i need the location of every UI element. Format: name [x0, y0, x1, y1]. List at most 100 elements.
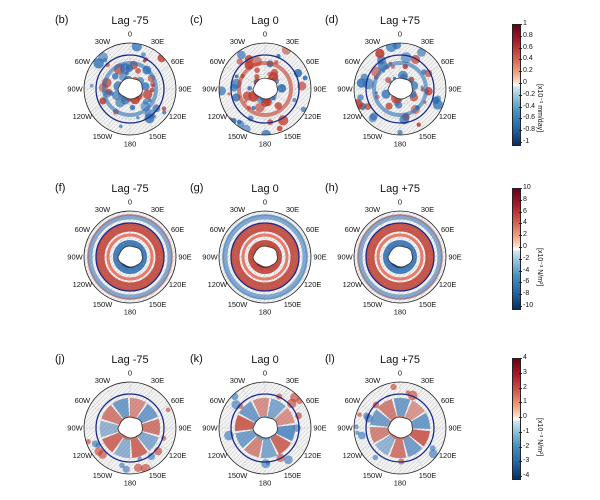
longitude-label: 180: [259, 479, 272, 488]
longitude-label: 30W: [365, 37, 381, 46]
longitude-label: 0: [128, 198, 132, 207]
map-panel: (g) Lag 0 0 30E 60E 90E 120E 150E 180 150W 120W 90W…: [190, 182, 340, 322]
longitude-label: 120W: [343, 280, 364, 289]
longitude-label: 90E: [313, 424, 326, 433]
map-panel: (d) Lag +75 0 30E 60E 90E 120E 150E 180 150W 120W 9…: [325, 14, 475, 154]
antarctica-coastline: [252, 416, 278, 439]
longitude-label: 60E: [441, 225, 454, 234]
longitude-label: 90E: [448, 253, 461, 262]
longitude-label: 0: [263, 198, 267, 207]
panel-letter: (h): [325, 182, 339, 194]
map-panel: (h) Lag +75 0 30E 60E 90E 120E 150E 180 150W 120W 9…: [325, 182, 475, 322]
longitude-label: 60E: [171, 57, 184, 66]
panel-lag-title: Lag 0: [251, 15, 279, 27]
map-panel: (c) Lag 0 0 30E 60E 90E 120E 150E 180 150W 120W 90W…: [190, 14, 340, 154]
longitude-label: 150W: [93, 132, 114, 141]
colorbar-tick-label: -0.8: [518, 126, 536, 134]
longitude-label: 180: [124, 308, 137, 317]
longitude-label: 120W: [73, 112, 94, 121]
polar-stereographic-map: 0 30E 60E 90E 120E 150E 180 150W 120W 90W 60W 30W: [337, 369, 461, 488]
longitude-label: 120E: [304, 112, 322, 121]
longitude-label: 180: [394, 308, 407, 317]
longitude-label: 150W: [363, 300, 384, 309]
panel-letter: (d): [325, 14, 339, 26]
longitude-label: 60W: [210, 396, 226, 405]
colorbar-tick-label: 1: [519, 20, 527, 27]
colorbar-tick-label: 8: [519, 195, 527, 203]
longitude-label: 180: [124, 479, 137, 488]
map-panel: (b) Lag -75 0 30E 60E 90E 120E 150E 180 150W 120W 9…: [55, 14, 205, 154]
map-field: [354, 43, 446, 135]
longitude-label: 60W: [210, 57, 226, 66]
colorbar-tick-label: -10: [518, 302, 534, 309]
longitude-label: 60E: [306, 57, 319, 66]
longitude-label: 150W: [363, 471, 384, 480]
longitude-label: 60E: [306, 396, 319, 405]
map-field: [84, 382, 176, 474]
map-field: [219, 211, 311, 303]
colorbar-tick-label: 4: [519, 354, 527, 361]
antarctica-coastline: [387, 77, 413, 100]
colorbar-tick-label: -8: [518, 290, 530, 298]
longitude-label: 120W: [73, 280, 94, 289]
map-panel: (f) Lag -75 0 30E 60E 90E 120E 150E 180 150W 120W 9…: [55, 182, 205, 322]
colorbar-gradient: [512, 358, 521, 480]
colorbar-tick-label: 2: [519, 383, 527, 391]
map-field: [84, 43, 176, 135]
longitude-label: 60W: [345, 396, 361, 405]
antarctica-coastline: [117, 416, 143, 439]
map-field: [84, 211, 176, 303]
polar-stereographic-map: 0 30E 60E 90E 120E 150E 180 150W 120W 90W 60W 30W: [67, 369, 191, 488]
colorbar-tick-label: 3: [519, 368, 527, 376]
longitude-label: 60W: [345, 225, 361, 234]
colorbar-unit-label: [x10⁻³ N/m²]: [536, 248, 543, 287]
colorbar-tick-label: 0: [519, 79, 527, 86]
longitude-label: 150W: [93, 471, 114, 480]
polar-stereographic-map: 0 30E 60E 90E 120E 150E 180 150W 120W 90W 60W 30W: [202, 369, 326, 488]
longitude-label: 150E: [284, 471, 302, 480]
panel-letter: (j): [55, 353, 65, 365]
longitude-label: 120W: [343, 451, 364, 460]
longitude-label: 90W: [67, 253, 83, 262]
panel-lag-title: Lag 0: [251, 183, 279, 195]
colorbar-tick-label: 4: [519, 219, 527, 227]
colorbar-gradient: [512, 188, 521, 310]
longitude-label: 120E: [304, 280, 322, 289]
longitude-label: 120E: [169, 280, 187, 289]
colorbar-tick-label: 2: [519, 231, 527, 239]
longitude-label: 120W: [208, 451, 229, 460]
antarctica-coastline: [117, 77, 143, 100]
longitude-label: 150W: [363, 132, 384, 141]
longitude-label: 150E: [284, 300, 302, 309]
longitude-label: 30W: [230, 205, 246, 214]
longitude-label: 0: [128, 369, 132, 378]
longitude-label: 120W: [208, 112, 229, 121]
colorbar-tick-label: 1: [519, 398, 527, 406]
antarctica-coastline: [252, 77, 278, 100]
longitude-label: 150E: [149, 132, 167, 141]
colorbar-tick-label: -2: [518, 254, 530, 262]
panel-lag-title: Lag 0: [251, 354, 279, 366]
map-panel: (j) Lag -75 0 30E 60E 90E 120E 150E 180 150W 120W 9…: [55, 353, 205, 493]
map-field: [354, 382, 446, 474]
colorbar: 4 3 2 1 0 -1 -2 -3 -4 [x10⁻³ N/m²]: [512, 354, 582, 480]
colorbar-tick-label: -2: [518, 442, 530, 450]
colorbar-tick-label: -4: [518, 266, 530, 274]
longitude-label: 60W: [75, 225, 91, 234]
panel-letter: (k): [190, 353, 203, 365]
panel-letter: (l): [325, 353, 335, 365]
panel-letter: (b): [55, 14, 69, 26]
longitude-label: 0: [398, 30, 402, 39]
longitude-label: 180: [259, 140, 272, 149]
longitude-label: 90E: [178, 85, 191, 94]
longitude-label: 60W: [75, 396, 91, 405]
colorbar: 10 8 6 4 2 0 -2 -4 -6 -8 -10 [x10⁻³ N/m²]: [512, 184, 582, 310]
polar-map: 0 30E 60E 90E 120E 150E 180 150W 120W 90W 60W 30W: [62, 26, 198, 154]
colorbar-unit-label: [x10⁻¹ mm/day]: [536, 84, 543, 133]
longitude-label: 30E: [151, 37, 164, 46]
longitude-label: 0: [128, 30, 132, 39]
panel-letter: (c): [190, 14, 203, 26]
longitude-label: 90E: [448, 85, 461, 94]
longitude-label: 60E: [306, 225, 319, 234]
